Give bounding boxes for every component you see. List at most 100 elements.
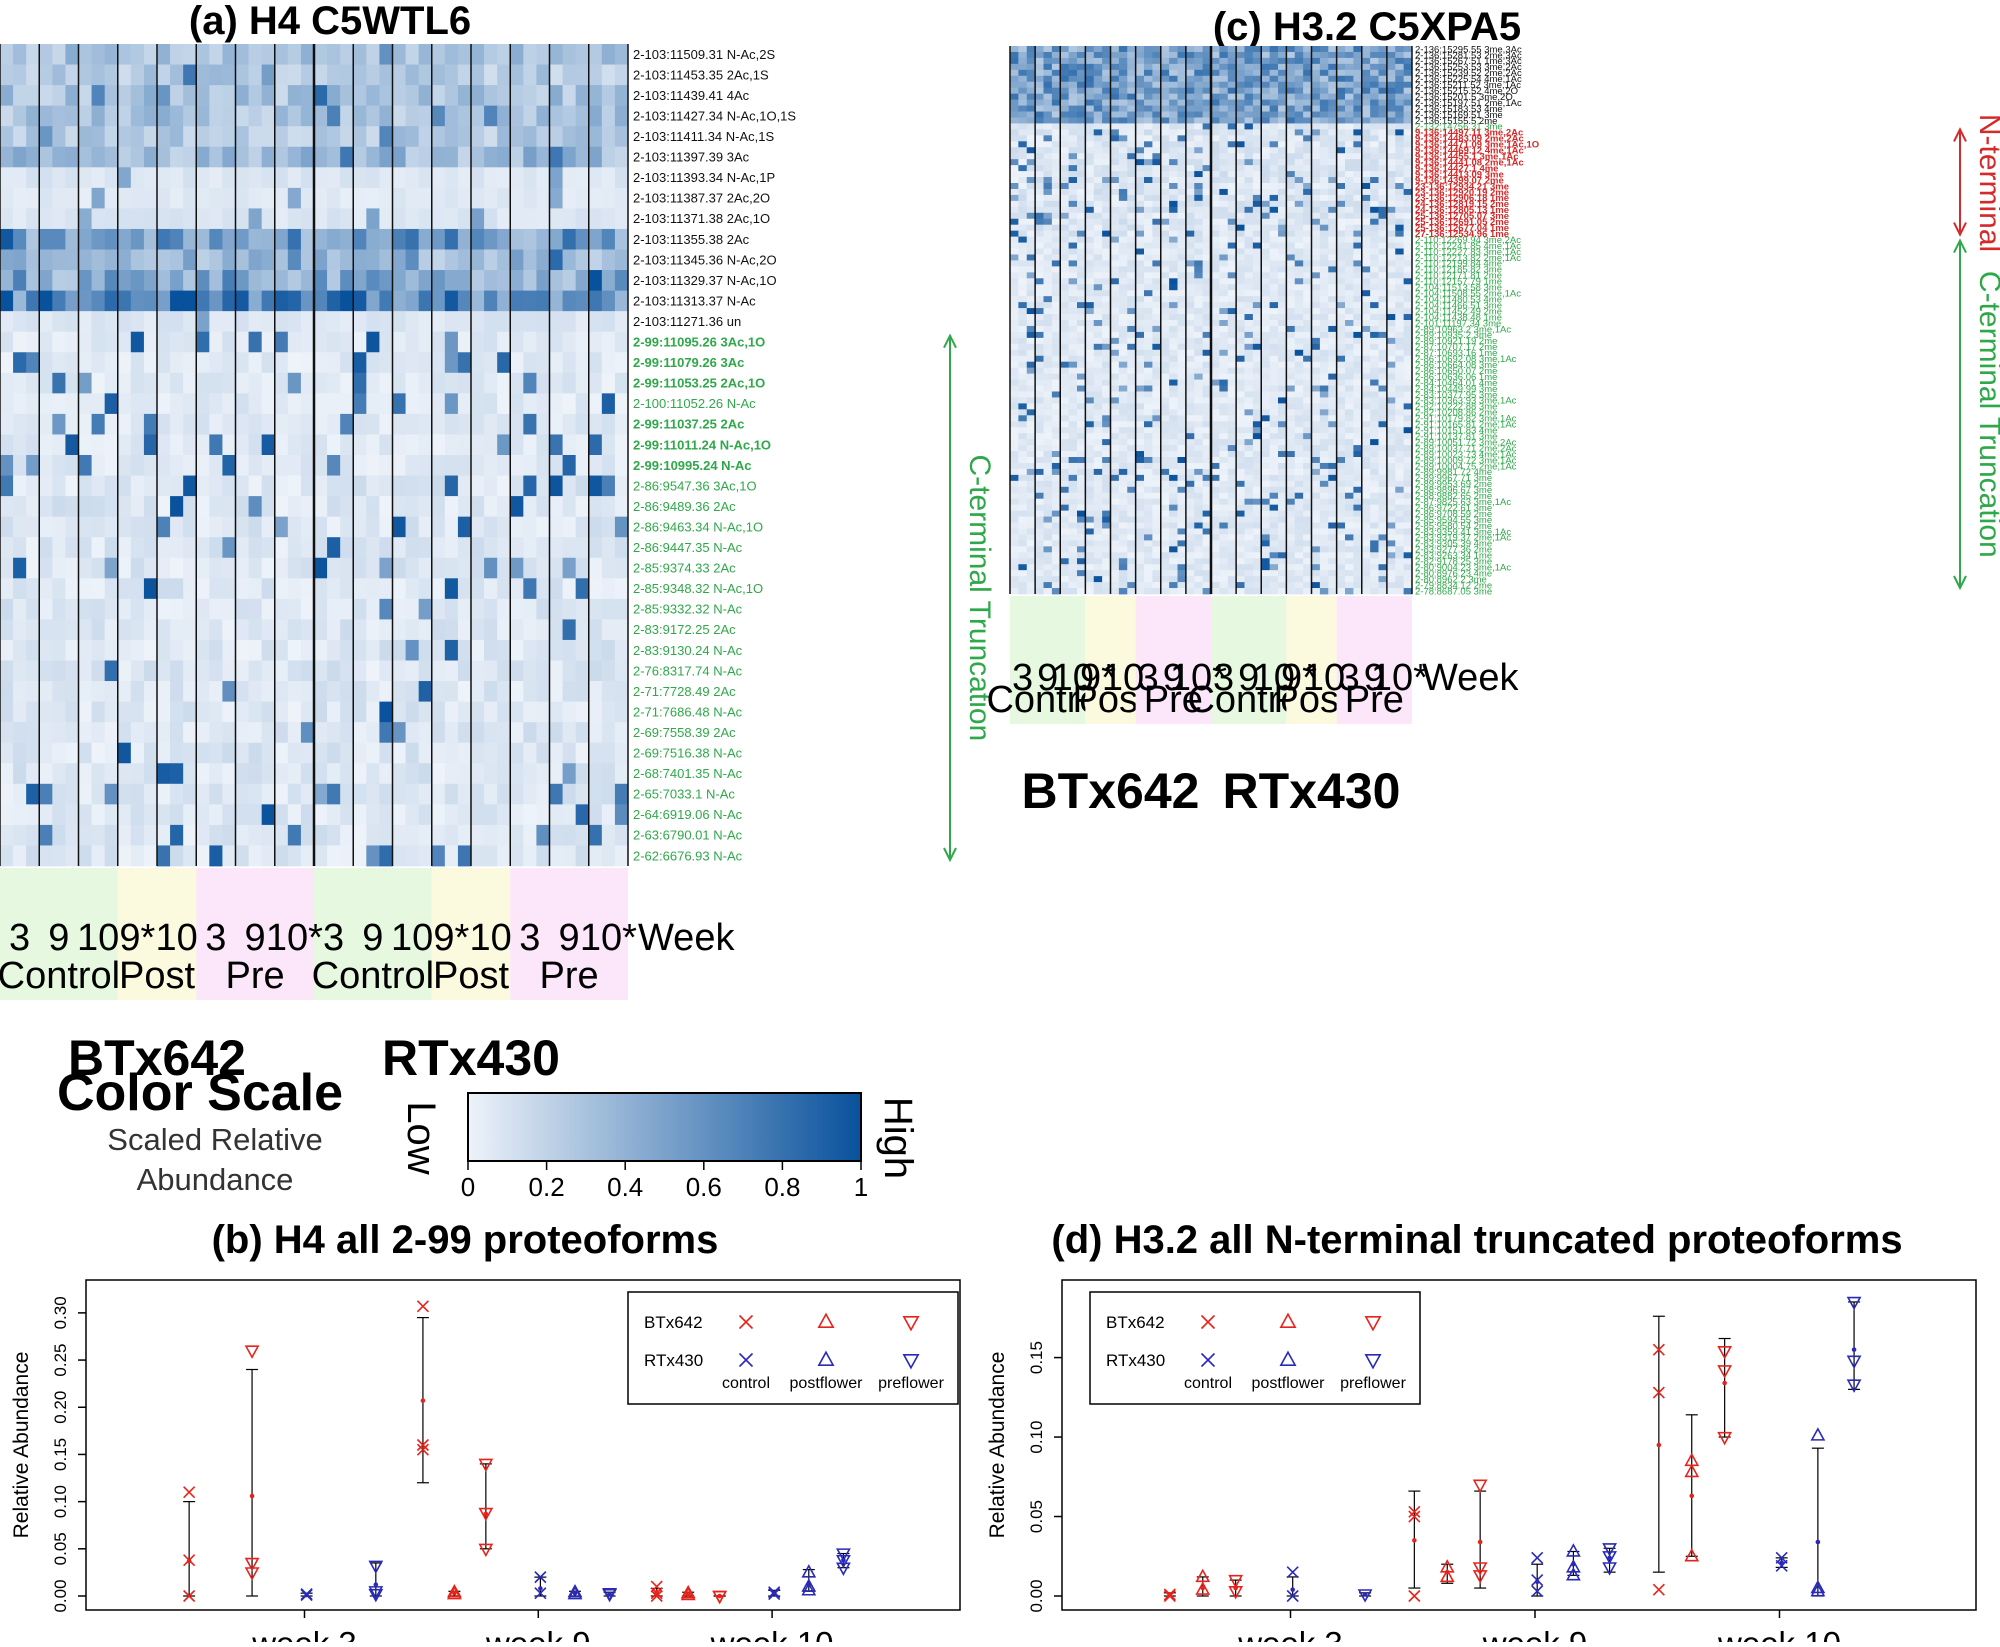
heat-cell	[393, 414, 406, 435]
heat-cell	[1136, 397, 1145, 403]
heat-cell	[1194, 159, 1203, 165]
heat-cell	[497, 126, 510, 147]
heat-cell	[1069, 374, 1078, 380]
heat-cell	[1387, 207, 1396, 213]
heat-cell	[1010, 159, 1019, 165]
heat-cell	[536, 106, 549, 127]
heat-cell	[144, 167, 157, 188]
heat-cell	[1245, 141, 1254, 147]
heat-cell	[1270, 409, 1279, 415]
heat-cell	[1379, 290, 1388, 296]
heat-cell	[1102, 112, 1111, 118]
heat-cell	[1161, 302, 1170, 308]
heat-cell	[79, 229, 92, 250]
row-label: 2-103:11371.38 2Ac,1O	[633, 211, 770, 226]
heat-cell	[1211, 409, 1220, 415]
heat-cell	[576, 661, 589, 682]
heat-cell	[1219, 278, 1228, 284]
heat-cell	[458, 558, 471, 579]
heat-cell	[576, 65, 589, 86]
heat-cell	[1161, 58, 1170, 64]
heat-cell	[1178, 320, 1187, 326]
heat-cell	[65, 784, 78, 805]
heat-cell	[1337, 237, 1346, 243]
heat-cell	[393, 250, 406, 271]
heat-cell	[471, 65, 484, 86]
heat-cell	[1018, 207, 1027, 213]
heat-cell	[1278, 100, 1287, 106]
heat-cell	[1295, 260, 1304, 266]
heat-cell	[52, 784, 65, 805]
heat-cell	[65, 845, 78, 866]
heat-cell	[602, 784, 615, 805]
heat-cell	[602, 85, 615, 106]
heat-cell	[379, 250, 392, 271]
heat-cell	[615, 126, 628, 147]
heat-cell	[406, 845, 419, 866]
heat-cell	[1395, 254, 1404, 260]
heat-cell	[1270, 147, 1279, 153]
heat-cell	[366, 332, 379, 353]
heat-cell	[314, 825, 327, 846]
heat-cell	[1379, 272, 1388, 278]
heat-cell	[1261, 386, 1270, 392]
heat-cell	[118, 147, 131, 168]
heat-cell	[1245, 308, 1254, 314]
heat-cell	[432, 804, 445, 825]
heat-cell	[1035, 52, 1044, 58]
heat-cell	[1194, 219, 1203, 225]
heat-cell	[1253, 82, 1262, 88]
heat-cell	[1010, 368, 1019, 374]
heat-cell	[262, 311, 275, 332]
heat-cell	[1353, 94, 1362, 100]
heat-cell	[1010, 58, 1019, 64]
heat-cell	[1194, 112, 1203, 118]
heat-cell	[1370, 225, 1379, 231]
heat-cell	[1286, 296, 1295, 302]
heat-cell	[1270, 58, 1279, 64]
heat-cell	[1119, 326, 1128, 332]
heat-cell	[1379, 350, 1388, 356]
heat-cell	[1060, 374, 1069, 380]
heat-cell	[1085, 290, 1094, 296]
heat-cell	[1353, 344, 1362, 350]
heat-cell	[1362, 254, 1371, 260]
heat-cell	[1069, 141, 1078, 147]
heat-cell	[157, 270, 170, 291]
heat-cell	[1161, 391, 1170, 397]
heat-cell	[393, 619, 406, 640]
heat-cell	[92, 311, 105, 332]
heat-cell	[1052, 278, 1061, 284]
heat-cell	[157, 496, 170, 517]
heat-cell	[602, 373, 615, 394]
heat-cell	[39, 804, 52, 825]
heat-cell	[79, 85, 92, 106]
heat-cell	[1127, 326, 1136, 332]
heat-cell	[1136, 374, 1145, 380]
heat-cell	[1102, 153, 1111, 159]
heat-cell	[1245, 409, 1254, 415]
heat-cell	[65, 229, 78, 250]
heat-cell	[1085, 135, 1094, 141]
heat-cell	[1395, 243, 1404, 249]
heat-cell	[1178, 254, 1187, 260]
heat-cell	[1161, 249, 1170, 255]
heat-cell	[510, 702, 523, 723]
heat-cell	[523, 599, 536, 620]
row-label: 2-103:11397.39 3Ac	[633, 150, 750, 165]
heat-cell	[550, 106, 563, 127]
heat-cell	[432, 229, 445, 250]
heat-cell	[1144, 308, 1153, 314]
heat-cell	[1345, 380, 1354, 386]
heat-cell	[301, 85, 314, 106]
heat-cell	[1261, 147, 1270, 153]
heat-cell	[419, 65, 432, 86]
heat-cell	[1186, 249, 1195, 255]
heat-cell	[92, 661, 105, 682]
heat-cell	[1328, 320, 1337, 326]
heat-cell	[79, 167, 92, 188]
heat-cell	[1312, 391, 1321, 397]
heat-cell	[79, 291, 92, 312]
heat-cell	[105, 229, 118, 250]
heat-cell	[1169, 177, 1178, 183]
